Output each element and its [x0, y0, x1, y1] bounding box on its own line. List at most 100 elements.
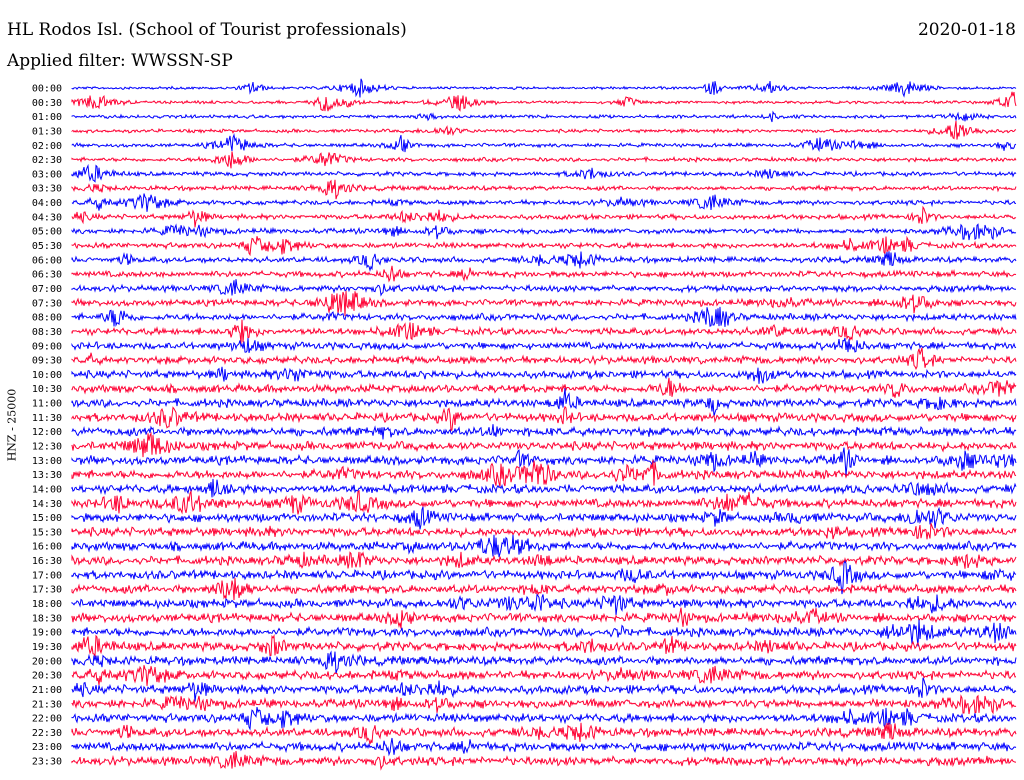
trace-line-0800 — [71, 306, 1017, 328]
trace-line-1400 — [71, 478, 1017, 498]
time-tick-label: 14:30 — [32, 499, 62, 510]
time-tick-label: 10:00 — [32, 370, 62, 381]
trace-line-1630 — [71, 551, 1017, 569]
time-tick-label: 10:30 — [32, 384, 62, 395]
trace-line-2000 — [71, 650, 1017, 674]
time-tick-label: 23:30 — [32, 757, 62, 768]
time-tick-label: 13:00 — [32, 456, 62, 467]
time-tick-label: 04:30 — [32, 212, 62, 223]
trace-line-2300 — [71, 737, 1017, 757]
time-tick-label: 03:30 — [32, 184, 62, 195]
time-tick-label: 02:30 — [32, 155, 62, 166]
trace-line-0000 — [71, 78, 1017, 98]
trace-line-2100 — [71, 677, 1017, 702]
time-tick-label: 22:30 — [32, 728, 62, 739]
time-tick-label: 15:30 — [32, 527, 62, 538]
trace-line-1800 — [71, 593, 1017, 616]
time-tick-label: 11:00 — [32, 399, 62, 410]
trace-line-1430 — [71, 489, 1017, 515]
time-tick-label: 17:30 — [32, 585, 62, 596]
time-tick-label: 21:00 — [32, 685, 62, 696]
trace-line-1600 — [71, 534, 1017, 558]
trace-line-0100 — [71, 110, 1017, 123]
trace-line-1300 — [71, 447, 1017, 476]
trace-line-1730 — [71, 577, 1017, 601]
time-tick-label: 14:00 — [32, 484, 62, 495]
time-tick-label: 22:00 — [32, 714, 62, 725]
time-tick-label: 03:00 — [32, 169, 62, 180]
time-tick-label: 07:30 — [32, 298, 62, 309]
time-tick-label: 09:00 — [32, 341, 62, 352]
time-tick-label: 21:30 — [32, 699, 62, 710]
trace-line-1200 — [71, 424, 1017, 440]
trace-line-0030 — [71, 91, 1017, 112]
time-tick-label: 08:30 — [32, 327, 62, 338]
date-label: 2020-01-18 — [917, 20, 1016, 40]
trace-line-0930 — [71, 347, 1017, 371]
trace-line-0600 — [71, 251, 1017, 273]
time-tick-label: 08:00 — [32, 313, 62, 324]
trace-line-0330 — [71, 179, 1017, 200]
time-tick-label: 11:30 — [32, 413, 62, 424]
time-tick-label: 23:00 — [32, 742, 62, 753]
trace-line-0900 — [71, 337, 1017, 354]
time-tick-label: 02:00 — [32, 141, 62, 152]
trace-line-0530 — [71, 235, 1017, 257]
trace-line-2030 — [71, 665, 1017, 686]
time-tick-label: 15:00 — [32, 513, 62, 524]
trace-line-0400 — [71, 193, 1017, 212]
trace-line-0130 — [71, 120, 1017, 140]
time-tick-label: 05:30 — [32, 241, 62, 252]
time-tick-label: 06:30 — [32, 270, 62, 281]
time-tick-label: 18:00 — [32, 599, 62, 610]
trace-line-0430 — [71, 205, 1017, 228]
time-tick-label: 00:30 — [32, 98, 62, 109]
time-tick-label: 07:00 — [32, 284, 62, 295]
time-tick-label: 20:00 — [32, 656, 62, 667]
trace-line-1130 — [71, 405, 1017, 432]
time-tick-label: 16:00 — [32, 542, 62, 553]
trace-line-1530 — [71, 523, 1017, 540]
trace-line-0830 — [71, 319, 1017, 344]
time-tick-label: 12:30 — [32, 442, 62, 453]
trace-line-1230 — [71, 431, 1017, 458]
time-tick-label: 16:30 — [32, 556, 62, 567]
time-tick-label: 12:00 — [32, 427, 62, 438]
time-tick-label: 19:00 — [32, 628, 62, 639]
time-tick-label: 20:30 — [32, 671, 62, 682]
y-axis-label: HNZ - 25000 — [5, 388, 19, 462]
station-title: HL Rodos Isl. (School of Tourist profess… — [7, 20, 407, 40]
time-tick-label: 09:30 — [32, 356, 62, 367]
time-tick-label: 19:30 — [32, 642, 62, 653]
trace-line-1500 — [71, 506, 1017, 530]
trace-line-0200 — [71, 133, 1017, 153]
trace-line-0500 — [71, 223, 1017, 241]
trace-line-1700 — [71, 560, 1017, 595]
trace-line-1000 — [71, 366, 1017, 384]
trace-line-1830 — [71, 607, 1017, 629]
time-tick-label: 00:00 — [32, 84, 62, 95]
time-tick-label: 06:00 — [32, 255, 62, 266]
time-tick-label: 05:00 — [32, 227, 62, 238]
trace-line-0700 — [71, 279, 1016, 297]
trace-line-0730 — [71, 290, 1017, 317]
trace-line-0230 — [71, 151, 1017, 169]
time-tick-label: 01:00 — [32, 112, 62, 123]
trace-line-1330 — [71, 459, 1017, 488]
trace-line-0300 — [71, 163, 1017, 183]
trace-line-2230 — [71, 722, 1017, 745]
trace-line-2200 — [71, 706, 1017, 731]
trace-line-1930 — [71, 634, 1017, 658]
trace-line-1900 — [71, 619, 1017, 647]
time-tick-label: 13:30 — [32, 470, 62, 481]
time-tick-label: 18:30 — [32, 613, 62, 624]
trace-line-1030 — [71, 377, 1017, 398]
trace-line-2330 — [71, 750, 1016, 771]
trace-line-0630 — [71, 265, 1017, 283]
time-tick-label: 01:30 — [32, 126, 62, 137]
time-tick-label: 17:00 — [32, 570, 62, 581]
trace-line-1100 — [71, 388, 1017, 417]
filter-label: Applied filter: WWSSN-SP — [7, 51, 233, 71]
